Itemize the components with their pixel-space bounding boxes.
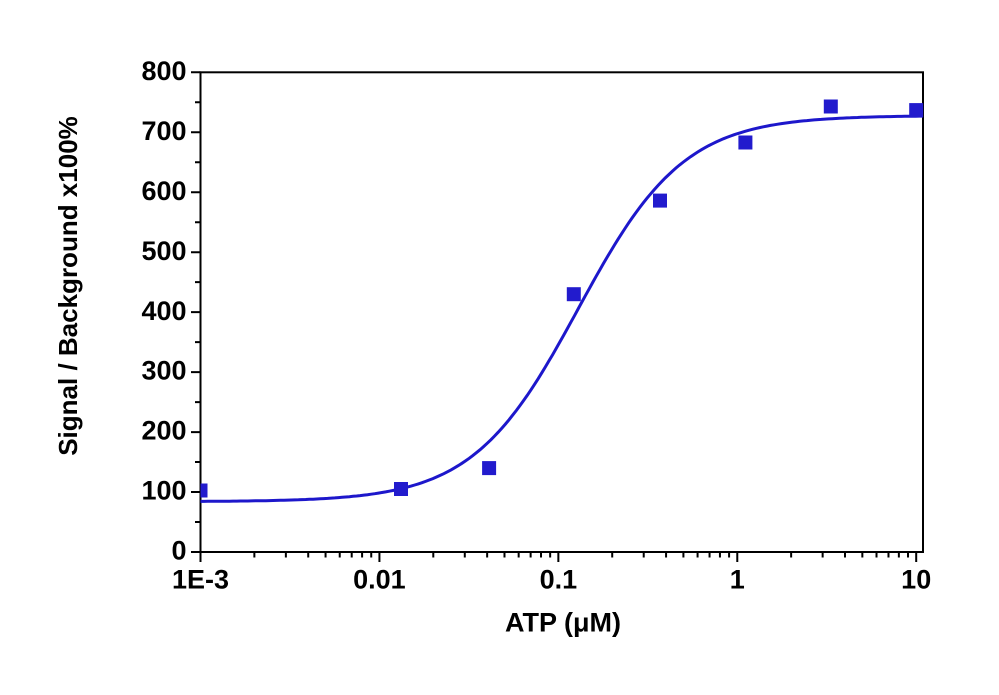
svg-text:200: 200 bbox=[141, 416, 186, 446]
svg-text:0: 0 bbox=[171, 536, 186, 566]
svg-text:Signal / Background x100%: Signal / Background x100% bbox=[53, 116, 83, 456]
svg-text:700: 700 bbox=[141, 116, 186, 146]
svg-text:1: 1 bbox=[730, 565, 745, 595]
svg-text:0.01: 0.01 bbox=[353, 565, 406, 595]
svg-text:100: 100 bbox=[141, 476, 186, 506]
svg-text:0.1: 0.1 bbox=[540, 565, 578, 595]
svg-text:600: 600 bbox=[141, 176, 186, 206]
svg-text:500: 500 bbox=[141, 236, 186, 266]
svg-text:1E-3: 1E-3 bbox=[172, 565, 229, 595]
svg-text:400: 400 bbox=[141, 296, 186, 326]
svg-text:ATP (μM): ATP (μM) bbox=[505, 608, 621, 638]
svg-text:300: 300 bbox=[141, 356, 186, 386]
svg-text:10: 10 bbox=[901, 565, 931, 595]
svg-text:800: 800 bbox=[141, 56, 186, 86]
